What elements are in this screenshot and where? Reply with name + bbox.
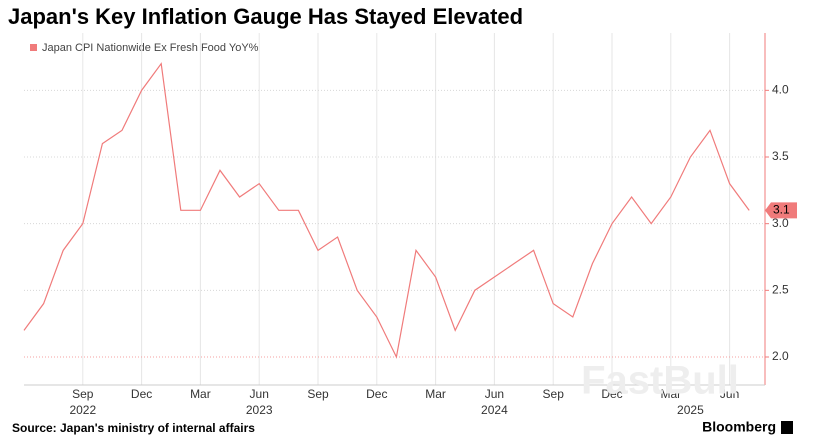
x-tick-label: Dec: [601, 387, 622, 401]
last-value-label: 3.1: [773, 203, 790, 217]
x-tick-label: Mar: [660, 387, 681, 401]
line: [23, 62, 750, 359]
last-value-tag: [765, 202, 797, 219]
x-tick-label: Mar: [190, 387, 211, 401]
brand: Bloomberg: [702, 419, 776, 435]
x-tick-label: Dec: [131, 387, 152, 401]
brand-icon: [781, 421, 793, 434]
x-year-label: 2025: [677, 403, 704, 417]
chart-title: Japan's Key Inflation Gauge Has Stayed E…: [8, 4, 523, 29]
legend-swatch: [30, 44, 37, 51]
x-tick-label: Jun: [720, 387, 739, 401]
y-tick-label: 2.5: [772, 283, 789, 297]
watermark: FastBull: [581, 359, 739, 403]
y-tick-label: 3.5: [772, 149, 789, 163]
y-tick-label: 4.0: [772, 83, 789, 97]
x-year-label: 2022: [69, 403, 96, 417]
source: Source: Japan's ministry of internal aff…: [12, 421, 255, 435]
x-tick-label: Sep: [307, 387, 329, 401]
x-tick-label: Sep: [543, 387, 565, 401]
x-tick-label: Jun: [485, 387, 504, 401]
x-tick-label: Dec: [366, 387, 387, 401]
x-tick-label: Mar: [425, 387, 446, 401]
legend-label: Japan CPI Nationwide Ex Fresh Food YoY%: [42, 42, 259, 54]
x-tick-label: Jun: [250, 387, 269, 401]
x-year-label: 2024: [481, 403, 508, 417]
x-year-label: 2023: [246, 403, 273, 417]
y-tick-label: 3.0: [772, 216, 789, 230]
x-tick-label: Sep: [72, 387, 94, 401]
y-tick-label: 2.0: [772, 349, 789, 363]
